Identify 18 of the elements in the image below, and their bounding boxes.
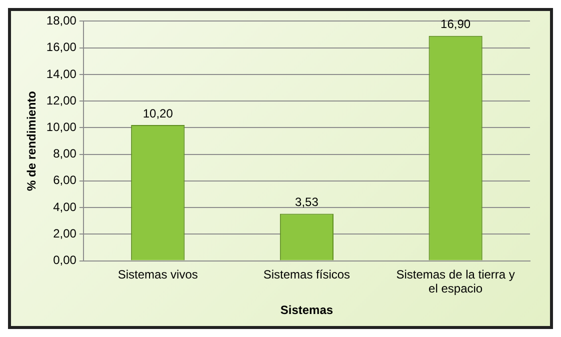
y-tick-label: 6,00	[53, 173, 77, 188]
x-tick-label: Sistemas de la tierra y el espacio	[396, 267, 515, 296]
y-tick-label: 0,00	[53, 253, 77, 268]
y-tick-label: 4,00	[53, 200, 77, 214]
y-tick-label: 2,00	[53, 226, 77, 240]
x-tick-label: Sistemas vivos	[118, 267, 198, 282]
y-axis-title: % de rendimiento	[24, 90, 39, 192]
y-tick-label: 8,00	[53, 146, 77, 161]
y-tick-label: 14,00	[46, 66, 77, 81]
y-tick-label: 12,00	[46, 93, 77, 108]
x-axis-title: Sistemas	[280, 303, 334, 318]
data-label: 16,90	[440, 17, 471, 32]
y-tick-label: 18,00	[46, 14, 77, 28]
y-tick-label: 16,00	[46, 40, 77, 54]
data-label: 3,53	[295, 195, 319, 210]
data-label: 10,20	[142, 106, 174, 120]
x-tick-label: Sistemas físicos	[263, 267, 350, 282]
y-tick-label: 10,00	[46, 120, 77, 134]
